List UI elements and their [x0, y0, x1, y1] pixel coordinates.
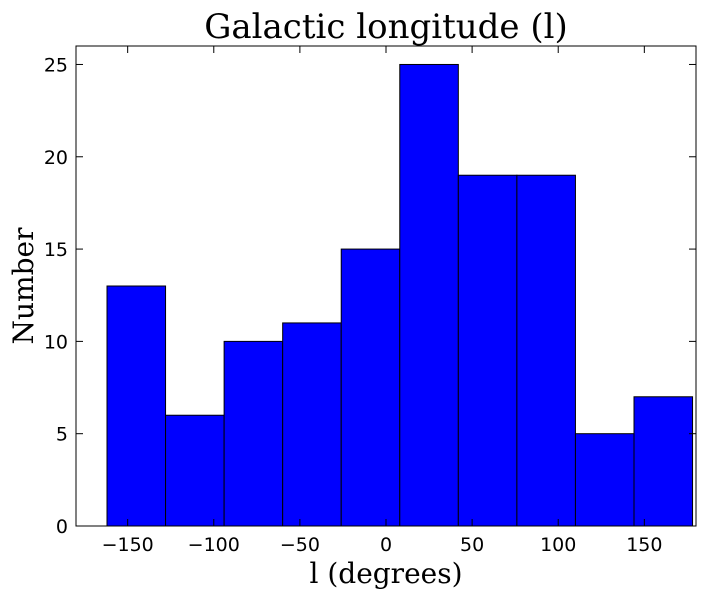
- y-tick-label: 0: [56, 516, 68, 538]
- y-tick-label: 5: [56, 424, 68, 446]
- histogram-bar-1: [165, 414, 225, 527]
- chart-title: Galactic longitude (l): [204, 7, 568, 47]
- x-tick-label: −50: [280, 534, 320, 556]
- x-tick-label: 150: [626, 534, 662, 556]
- x-tick-label: −100: [188, 534, 240, 556]
- histogram-bar-6: [457, 174, 518, 527]
- histogram-bar-9: [633, 396, 694, 527]
- y-tick-label: 10: [44, 331, 68, 353]
- x-tick-label: −150: [102, 534, 154, 556]
- histogram-bar-4: [340, 248, 401, 527]
- bars-group: [106, 63, 694, 527]
- x-tick-label: 100: [540, 534, 576, 556]
- histogram-bar-3: [282, 322, 342, 527]
- histogram-bar-0: [106, 285, 167, 527]
- ticks-group: −150 −100 −50 0 50 100 150 0 5 10 15 20 25: [44, 46, 696, 556]
- histogram-bar-8: [574, 433, 635, 527]
- x-tick-label: 50: [460, 534, 484, 556]
- y-tick-label: 15: [44, 239, 68, 261]
- histogram-bar-7: [516, 174, 576, 527]
- y-tick-label: 25: [44, 54, 68, 76]
- y-axis-label: Number: [7, 227, 40, 345]
- y-tick-label: 20: [44, 147, 68, 169]
- histogram-bar-5: [399, 63, 459, 527]
- x-tick-label: 0: [380, 534, 392, 556]
- histogram-bar-2: [223, 340, 284, 527]
- x-axis-label: l (degrees): [309, 557, 462, 590]
